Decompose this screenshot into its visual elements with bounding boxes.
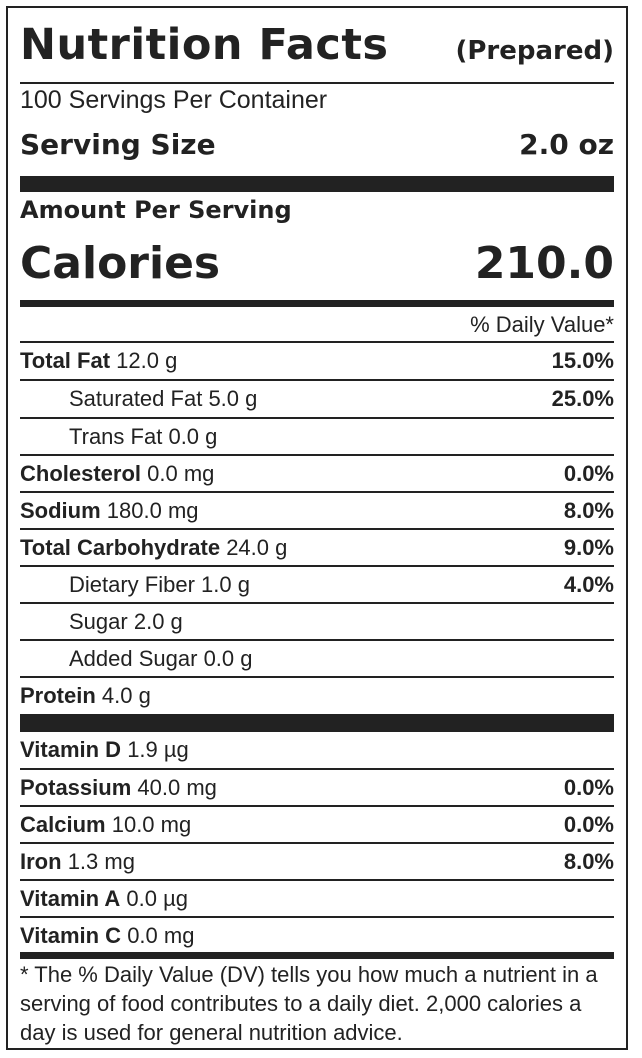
vitamin-row: Iron 1.3 mg 8.0% [20,844,614,880]
vitamin-row: Potassium 40.0 mg 0.0% [20,770,614,806]
nutrient-dv: 15.0% [551,348,614,373]
nutrient-name: Total Carbohydrate [20,535,221,560]
nutrient-dv: 25.0% [551,386,614,411]
nutrient-dv: 9.0% [563,535,614,560]
calories-value: 210.0 [474,238,614,289]
nutrient-row: Saturated Fat 5.0 g 25.0% [20,381,614,417]
nutrient-name: Saturated Fat [69,386,203,411]
label-content: Nutrition Facts (Prepared) 100 Servings … [20,8,614,1048]
divider [20,379,614,381]
daily-value-header: % Daily Value* [470,312,614,337]
vitamin-amount: 0.0 mg [127,923,195,948]
serving-size-row: Serving Size 2.0 oz [20,128,614,161]
footnote: * The % Daily Value (DV) tells you how m… [20,962,598,1045]
serving-size-value: 2.0 oz [519,128,614,161]
thick-divider [20,714,614,732]
nutrient-row: Total Fat 12.0 g 15.0% [20,343,614,379]
vitamin-amount: 40.0 mg [137,775,217,800]
nutrient-name: Total Fat [20,348,111,373]
vitamin-name: Potassium [20,775,132,800]
nutrient-name: Trans Fat [69,424,163,449]
divider [20,842,614,844]
vitamin-name: Iron [20,849,62,874]
vitamin-name: Vitamin D [20,737,122,762]
vitamin-name: Calcium [20,812,106,837]
nutrient-name: Sodium [20,498,101,523]
vitamin-amount: 1.3 mg [67,849,135,874]
amount-per-serving: Amount Per Serving [20,196,292,224]
nutrient-amount: 0.0 g [203,646,253,671]
divider [20,805,614,807]
nutrient-row: Sodium 180.0 mg 8.0% [20,493,614,529]
title-row: Nutrition Facts (Prepared) [20,20,614,78]
vitamin-amount: 10.0 mg [111,812,192,837]
divider [20,602,614,604]
nutrient-name: Added Sugar [69,646,198,671]
nutrient-name: Cholesterol [20,461,142,486]
divider [20,341,614,343]
nutrition-label: Nutrition Facts (Prepared) 100 Servings … [6,6,628,1050]
nutrient-dv: 0.0% [563,461,614,486]
vitamin-name: Vitamin C [20,923,122,948]
nutrient-dv: 4.0% [563,572,614,597]
vitamin-amount: 1.9 µg [127,737,189,762]
vitamin-name: Vitamin A [20,886,121,911]
nutrient-name: Protein [20,683,96,708]
divider [20,879,614,881]
nutrient-amount: 4.0 g [101,683,151,708]
divider [20,491,614,493]
vitamin-row: Calcium 10.0 mg 0.0% [20,807,614,843]
nutrient-row: Trans Fat 0.0 g [20,419,614,455]
calories-label: Calories [20,238,221,289]
divider [20,676,614,678]
calories-row: Calories 210.0 [20,238,614,289]
divider [20,768,614,770]
thick-divider [20,176,614,192]
medium-divider [20,300,614,307]
nutrient-row: Dietary Fiber 1.0 g 4.0% [20,567,614,603]
nutrient-dv: 8.0% [563,498,614,523]
vitamin-row: Vitamin D 1.9 µg [20,732,614,768]
nutrient-row: Sugar 2.0 g [20,604,614,640]
serving-size-label: Serving Size [20,128,216,161]
servings-per-container: 100 Servings Per Container [20,86,328,114]
divider [20,565,614,567]
vitamin-dv: 8.0% [563,849,614,874]
divider [20,454,614,456]
divider [20,916,614,918]
nutrient-amount: 0.0 g [168,424,218,449]
nutrient-row: Added Sugar 0.0 g [20,641,614,677]
nutrient-amount: 12.0 g [116,348,178,373]
vitamin-amount: 0.0 µg [126,886,188,911]
vitamin-row: Vitamin A 0.0 µg [20,881,614,917]
label-subtitle: (Prepared) [455,36,614,66]
nutrient-amount: 24.0 g [226,535,288,560]
divider [20,82,614,84]
nutrient-amount: 180.0 mg [106,498,199,523]
nutrient-name: Sugar [69,609,128,634]
medium-divider [20,952,614,959]
nutrient-amount: 5.0 g [208,386,258,411]
label-title: Nutrition Facts [20,20,389,70]
vitamin-dv: 0.0% [563,775,614,800]
nutrient-name: Dietary Fiber [69,572,195,597]
vitamin-row: Vitamin C 0.0 mg [20,918,614,954]
nutrient-row: Protein 4.0 g [20,678,614,714]
nutrient-row: Total Carbohydrate 24.0 g 9.0% [20,530,614,566]
vitamin-dv: 0.0% [563,812,614,837]
nutrient-amount: 2.0 g [133,609,183,634]
divider [20,528,614,530]
divider [20,417,614,419]
nutrient-amount: 0.0 mg [147,461,215,486]
divider [20,639,614,641]
nutrient-amount: 1.0 g [201,572,250,597]
nutrient-row: Cholesterol 0.0 mg 0.0% [20,456,614,492]
